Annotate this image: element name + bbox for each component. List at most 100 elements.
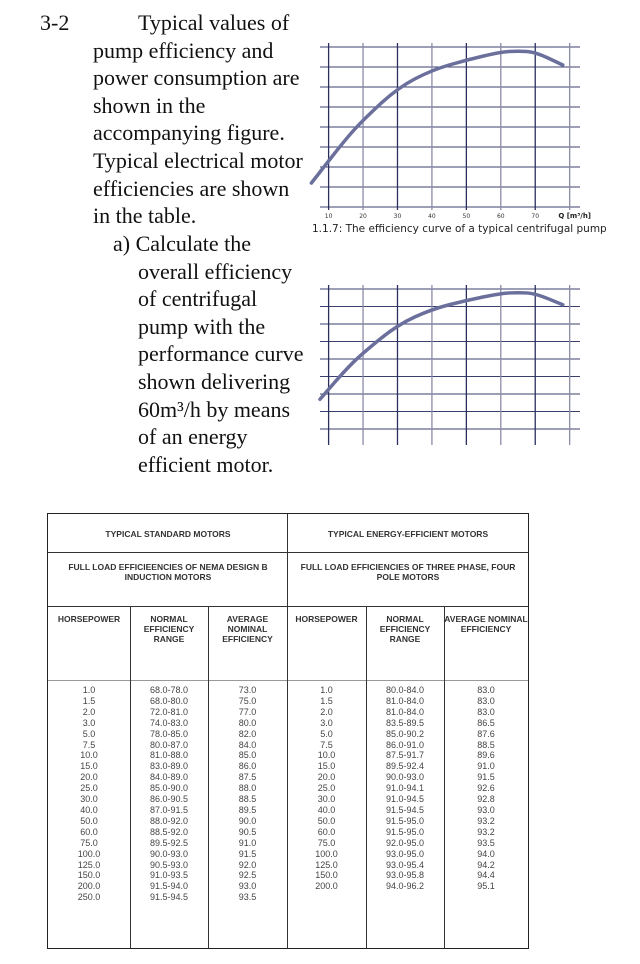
table-cell: 93.0-95.4 xyxy=(385,859,425,870)
table-cell: 1.0 xyxy=(82,685,96,695)
table-cell: 87.5-91.7 xyxy=(385,750,425,761)
table-cell: 83.0-89.0 xyxy=(149,761,189,772)
table-cell: 75.0 xyxy=(238,695,257,706)
part-a-text-line: performance curve xyxy=(138,341,304,367)
table-cell: 92.5 xyxy=(238,870,257,881)
standard-hp-column: 1.0 1.5 2.0 3.0 5.0 7.5 10.0 15.0 20.0 25.0 30.0 40… xyxy=(48,685,130,903)
x-tick-label: 60 xyxy=(497,213,505,220)
table-cell: 15.0 xyxy=(317,761,336,772)
x-tick-label: 40 xyxy=(428,213,436,220)
efficient-avg-column: 83.0 83.0 83.0 86.5 87.6 88.5 89.6 91.0 91.5 92.6… xyxy=(444,685,528,892)
table-cell: 87.0-91.5 xyxy=(149,804,189,815)
table-cell: 93.5 xyxy=(238,892,257,903)
table-cell: 91.0-94.1 xyxy=(385,783,425,794)
table-cell: 78.0-85.0 xyxy=(149,728,189,739)
table-cell: 88.0-92.0 xyxy=(149,815,189,826)
table-cell: 80.0-84.0 xyxy=(385,685,425,695)
table-cell: 74.0-83.0 xyxy=(149,717,189,728)
part-a-text-line: pump with the xyxy=(138,313,266,339)
table-cell: 86.0 xyxy=(238,761,257,772)
table-cell: 150.0 xyxy=(315,870,338,881)
table-cell: 89.5-92.4 xyxy=(385,761,425,772)
table-cell: 10.0 xyxy=(317,750,336,761)
table-cell: 91.0 xyxy=(477,761,495,772)
group-efficient: TYPICAL ENERGY-EFFICIENT MOTORS xyxy=(327,529,489,539)
table-cell: 7.5 xyxy=(82,739,96,750)
table-cell: 93.2 xyxy=(477,826,495,837)
problem-text-line: efficiencies are shown xyxy=(93,175,290,201)
table-cell: 83.0 xyxy=(477,685,495,695)
standard-avg-column: 73.0 75.0 77.0 80.0 82.0 84.0 85.0 86.0 87.5 88.0… xyxy=(208,685,287,903)
table-cell: 50.0 xyxy=(317,815,336,826)
table-cell: 93.5 xyxy=(477,837,495,848)
table-cell: 30.0 xyxy=(80,794,98,805)
table-cell: 86.0-91.0 xyxy=(385,739,425,750)
table-cell: 94.4 xyxy=(477,870,495,881)
table-cell: 60.0 xyxy=(317,826,336,837)
problem-number: 3-2 xyxy=(40,10,70,35)
table-cell: 90.0-93.0 xyxy=(149,848,189,859)
table-cell: 89.6 xyxy=(477,750,495,761)
table-cell: 60.0 xyxy=(80,826,98,837)
table-cell: 150.0 xyxy=(77,870,101,881)
table-cell: 89.5-92.5 xyxy=(149,837,189,848)
problem-text-line: Typical electrical motor xyxy=(93,148,303,173)
table-cell: 75.0 xyxy=(80,837,98,848)
table-cell: 30.0 xyxy=(317,794,336,805)
efficiency-curve xyxy=(318,290,565,401)
table-cell: 7.5 xyxy=(320,739,333,750)
table-cell: 91.0-94.5 xyxy=(385,794,425,805)
table-cell: 88.0 xyxy=(238,783,257,794)
table-cell: 200.0 xyxy=(77,881,101,892)
problem-text-line: Typical values of xyxy=(138,10,290,35)
efficiency-charts: 10 20 30 40 50 60 70 Q [m³/h] xyxy=(309,43,591,445)
table-cell: 91.5-94.0 xyxy=(149,881,189,892)
table-cell: 40.0 xyxy=(80,804,98,815)
standard-range-column: 68.0-78.0 68.0-80.0 72.0-81.0 74.0-83.0 78.0… xyxy=(130,685,208,903)
table-cell: 94.0-96.2 xyxy=(385,881,425,892)
x-tick-label: 20 xyxy=(359,213,367,220)
table-cell: 91.5-95.0 xyxy=(385,826,425,837)
efficient-range-column: 80.0-84.0 81.0-84.0 81.0-84.0 83.5-89.5 85.0… xyxy=(366,685,444,892)
table-cell: 1.5 xyxy=(320,695,333,706)
table-cell: 25.0 xyxy=(80,783,98,794)
table-cell: 86.5 xyxy=(477,717,495,728)
part-a-text-line: 60m³/h by means xyxy=(138,396,291,422)
column-header: AVERAGE NOMINAL EFFICIENCY xyxy=(444,614,528,634)
table-cell: 91.0 xyxy=(238,837,257,848)
table-cell: 90.5-93.0 xyxy=(149,859,189,870)
x-tick-label: 50 xyxy=(463,213,471,220)
problem-text-line: in the table. xyxy=(93,203,197,229)
table-cell: 20.0 xyxy=(317,772,336,783)
column-header: AVERAGE NOMINAL EFFICIENCY xyxy=(222,614,273,644)
table-cell: 88.5-92.0 xyxy=(149,826,189,837)
table-cell: 100.0 xyxy=(77,848,101,859)
table-cell: 90.0-93.0 xyxy=(385,772,425,783)
part-a-text-line: of centrifugal xyxy=(138,286,258,312)
problem-text-line: pump efficiency and xyxy=(93,37,274,63)
motor-efficiency-table: TYPICAL STANDARD MOTORS TYPICAL ENERGY-E… xyxy=(47,513,529,949)
table-cell: 92.8 xyxy=(477,794,495,805)
column-header: HORSEPOWER xyxy=(57,614,121,624)
table-cell: 83.5-89.5 xyxy=(385,717,425,728)
table-cell: 90.5 xyxy=(238,826,257,837)
table-cell: 125.0 xyxy=(77,859,101,870)
table-cell: 94.0 xyxy=(477,848,495,859)
table-cell: 73.0 xyxy=(238,685,257,695)
part-a-text-line: of an energy xyxy=(138,424,248,450)
table-cell: 84.0-89.0 xyxy=(149,772,189,783)
table-cell: 86.0-90.5 xyxy=(149,794,189,805)
x-tick-label: 70 xyxy=(531,213,539,220)
table-cell: 83.0 xyxy=(477,706,495,717)
sub-standard: FULL LOAD EFFICIEENCIES OF NEMA DESIGN B… xyxy=(68,562,268,582)
table-cell: 72.0-81.0 xyxy=(149,706,189,717)
table-cell: 95.1 xyxy=(477,881,495,892)
table-cell: 3.0 xyxy=(82,717,96,728)
table-cell: 5.0 xyxy=(82,728,96,739)
part-a-text-line: overall efficiency xyxy=(138,258,293,284)
table-cell: 81.0-88.0 xyxy=(149,750,189,761)
table-cell: 93.2 xyxy=(477,815,495,826)
table-cell: 84.0 xyxy=(238,739,257,750)
table-cell: 93.0 xyxy=(238,881,257,892)
table-cell: 77.0 xyxy=(238,706,257,717)
